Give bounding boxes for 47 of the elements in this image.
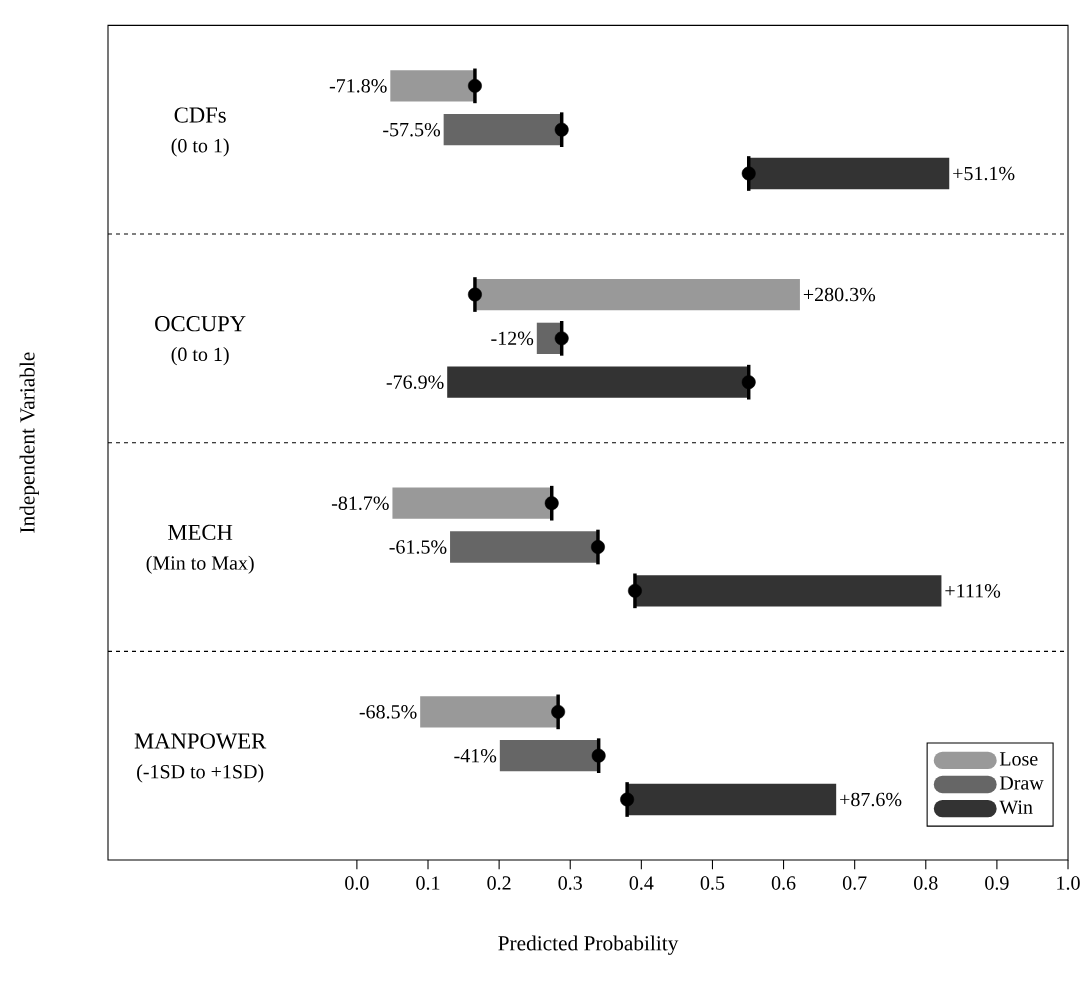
bar (450, 531, 598, 563)
annotation: +111% (945, 584, 1001, 598)
annotation: (Min to Max) (146, 555, 254, 574)
x-tick-label: 0.2 (487, 876, 511, 891)
annotation: -12% (491, 331, 534, 346)
bar (420, 696, 559, 728)
annotation: +87.6% (840, 792, 902, 807)
bar (443, 114, 562, 146)
annotation: (-1SD to +1SD) (137, 764, 264, 783)
y-axis-title: Independent Variable (19, 352, 39, 533)
x-tick-label: 0.8 (914, 876, 938, 891)
bar (392, 487, 552, 519)
annotation: -76.9% (386, 375, 444, 390)
annotation: +51.1% (953, 166, 1015, 181)
annotation: -61.5% (389, 540, 447, 554)
legend-label: Draw (999, 776, 1044, 790)
bar (447, 366, 749, 398)
y-tick-label: MANPOWER (134, 733, 267, 749)
x-axis-title: Predicted Probability (498, 935, 679, 956)
annotation: +280.3% (803, 287, 876, 302)
x-tick-label: 0.6 (771, 876, 796, 891)
x-tick-label: 0.5 (700, 876, 725, 891)
x-tick-label: 0.0 (345, 876, 369, 891)
bar (748, 158, 950, 190)
annotation: -41% (454, 749, 497, 763)
bar (474, 279, 800, 311)
y-tick-label: CDFs (174, 107, 226, 123)
x-tick-label: 1.0 (1057, 876, 1080, 891)
legend-label: Win (999, 800, 1033, 815)
bar (627, 784, 837, 816)
annotation: -81.7% (331, 496, 389, 511)
x-tick-label: 0.3 (558, 876, 582, 891)
annotation: -68.5% (359, 705, 417, 719)
x-tick-label: 0.7 (842, 876, 867, 891)
x-tick-label: 0.4 (629, 876, 654, 891)
y-tick-label: MECH (168, 524, 233, 541)
annotation: -71.8% (329, 79, 387, 93)
annotation: (0 to 1) (171, 138, 229, 157)
x-tick-label: 0.1 (416, 876, 440, 891)
y-tick-label: OCCUPY (155, 316, 246, 332)
bar (634, 575, 942, 607)
annotation: (0 to 1) (171, 347, 229, 366)
x-tick-label: 0.9 (985, 876, 1009, 891)
bar (390, 70, 475, 102)
bar (499, 740, 599, 772)
legend-label: Lose (999, 752, 1038, 766)
annotation: -57.5% (383, 123, 441, 137)
